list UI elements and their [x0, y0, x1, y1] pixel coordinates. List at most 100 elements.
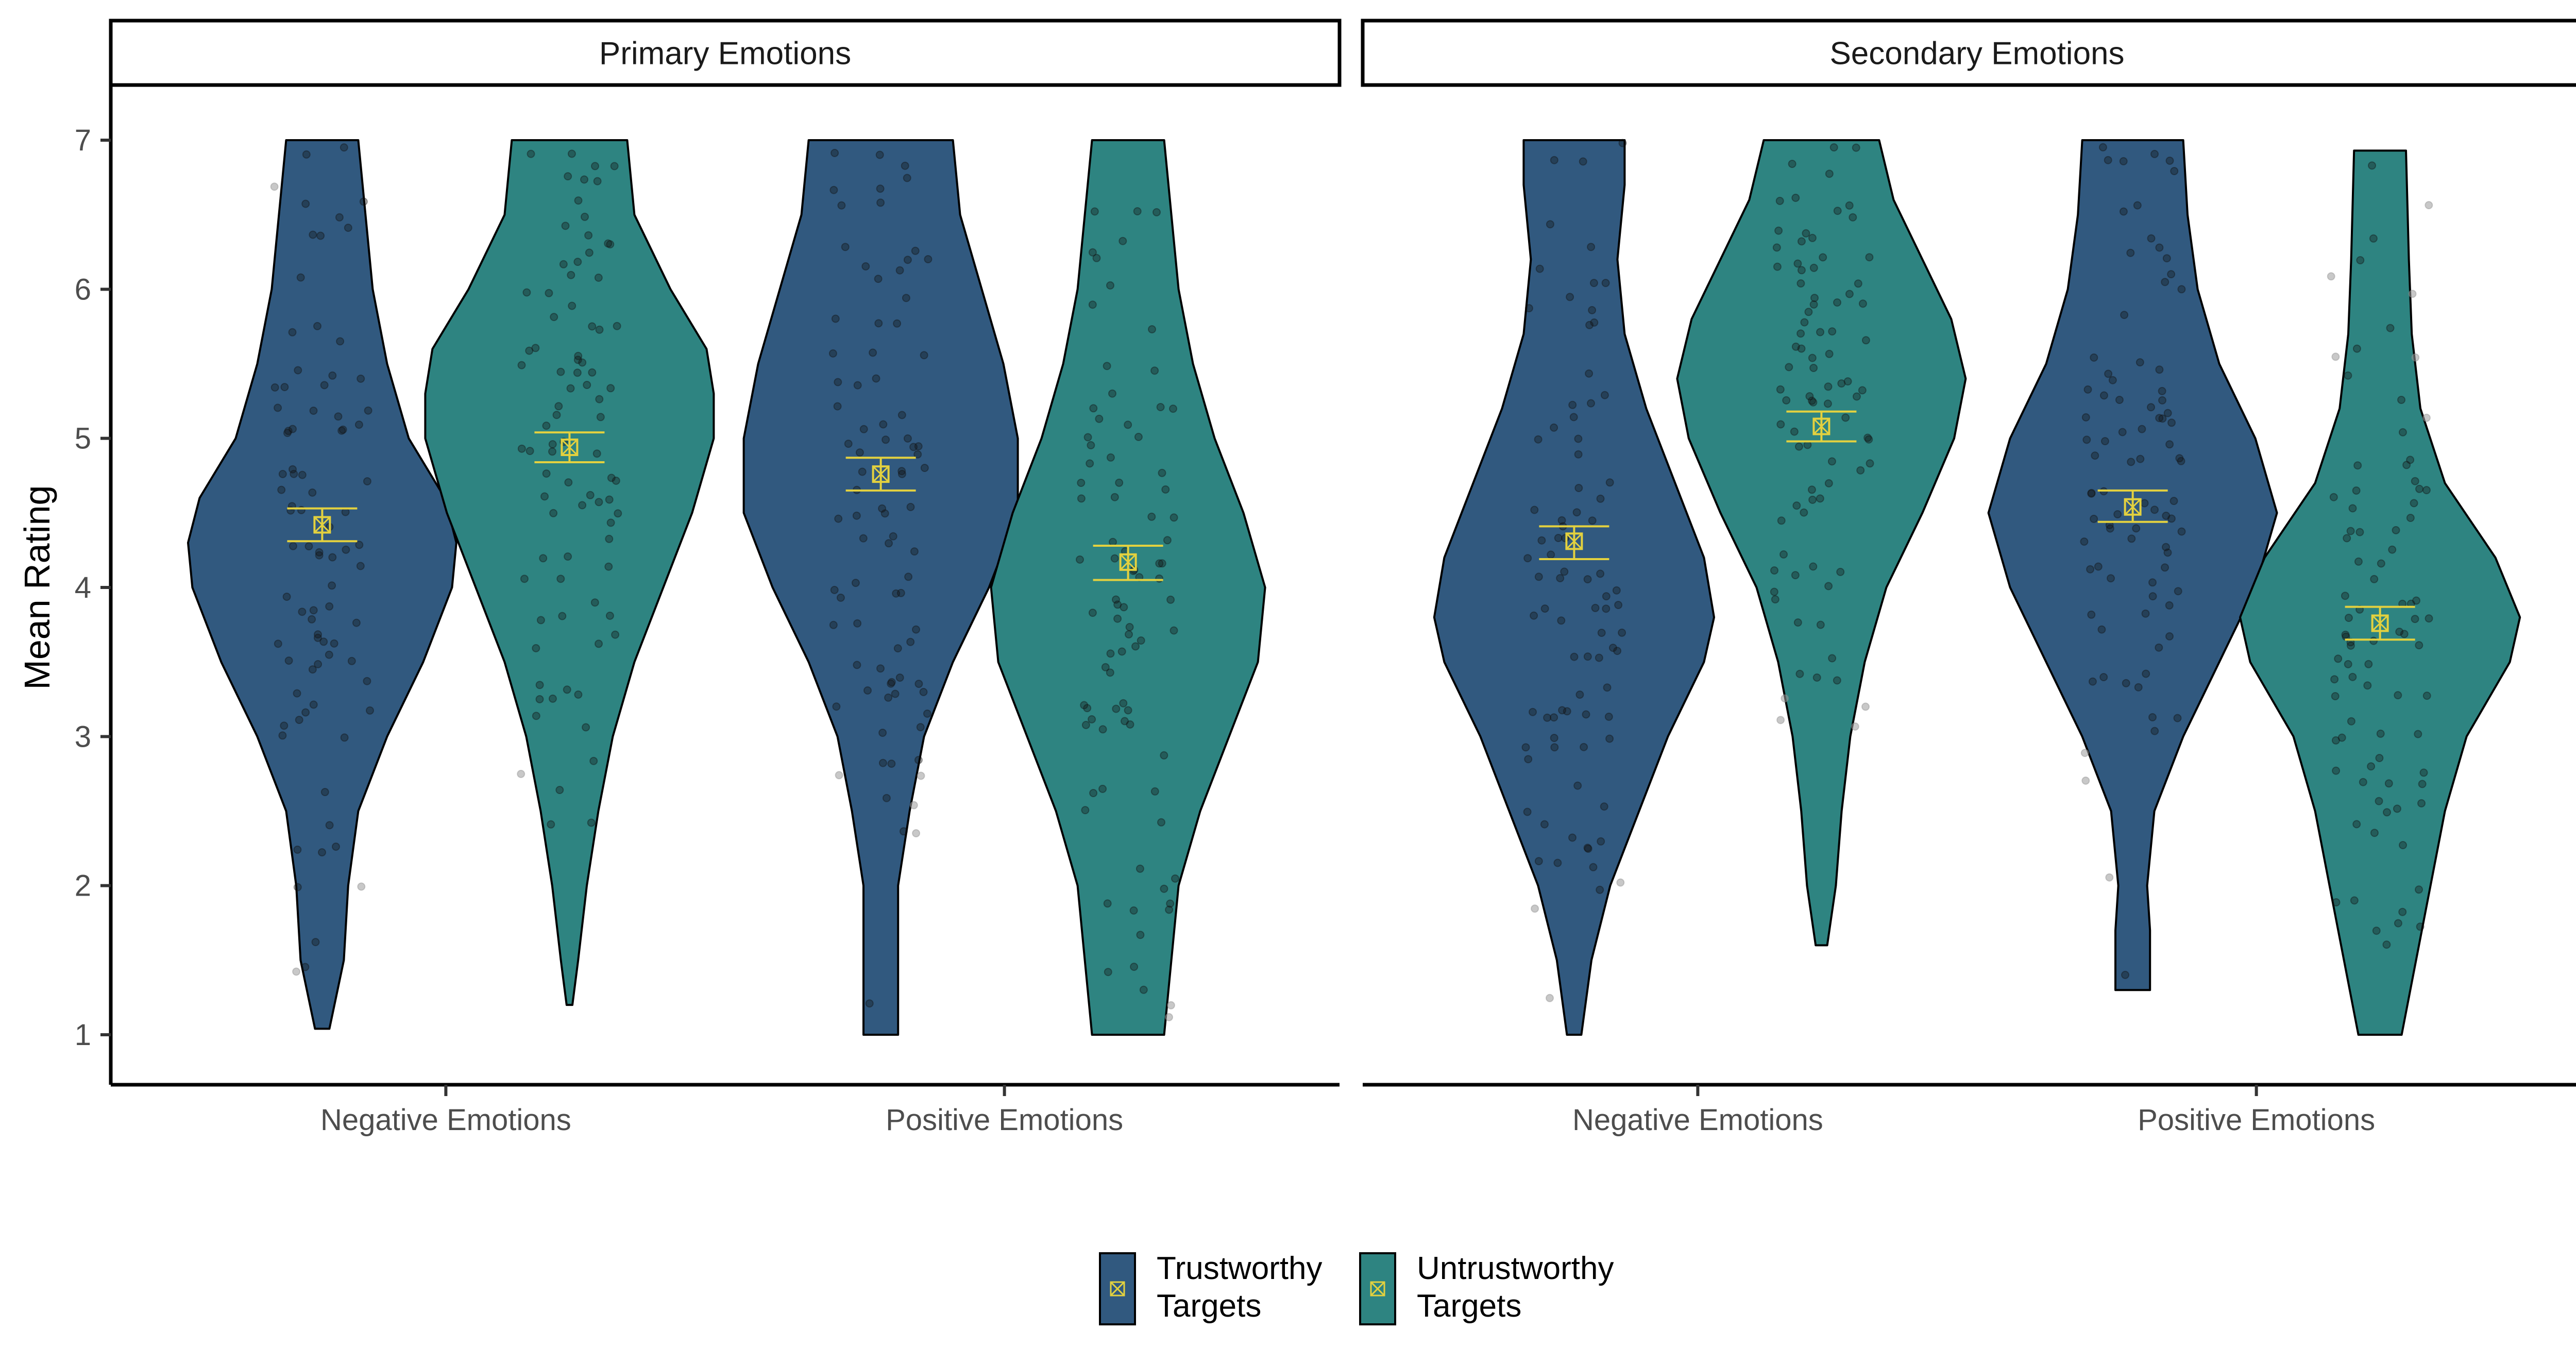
data-point: [2334, 654, 2343, 663]
mean-marker: [561, 439, 579, 457]
data-point: [2141, 609, 2150, 618]
data-point: [1129, 906, 1138, 915]
data-point: [830, 585, 839, 594]
data-point: [314, 630, 322, 639]
data-point: [2402, 461, 2411, 469]
data-point: [1087, 441, 1095, 449]
data-point: [319, 637, 328, 646]
data-point: [1797, 266, 1806, 275]
data-point: [2165, 632, 2174, 641]
data-point: [549, 509, 558, 517]
data-point: [1158, 468, 1166, 477]
data-point: [298, 608, 307, 616]
data-point: [1794, 442, 1803, 451]
data-point: [1849, 213, 1857, 222]
data-point: [270, 383, 279, 392]
data-point: [320, 788, 329, 796]
data-point: [831, 148, 839, 157]
data-point: [2331, 736, 2340, 745]
data-point: [278, 469, 287, 478]
data-point: [295, 716, 303, 724]
data-point: [2161, 278, 2170, 287]
data-point: [581, 212, 589, 221]
data-point: [1803, 441, 1812, 449]
data-point: [2341, 630, 2350, 639]
data-point: [1077, 494, 1086, 503]
data-point: [1618, 628, 1626, 637]
data-point: [917, 771, 925, 780]
data-point: [2104, 369, 2113, 378]
data-point: [2147, 234, 2156, 243]
data-point: [2422, 413, 2431, 422]
data-point: [340, 733, 349, 742]
data-point: [1824, 479, 1833, 487]
data-point: [573, 258, 582, 266]
data-point: [2408, 290, 2417, 298]
data-point: [2081, 413, 2090, 422]
data-point: [1790, 427, 1799, 436]
data-point: [2331, 352, 2340, 361]
data-point: [325, 821, 334, 830]
violin-group: [1987, 139, 2278, 991]
data-point: [1812, 673, 1821, 682]
data-point: [916, 723, 925, 732]
data-point: [2370, 575, 2379, 583]
data-point: [308, 615, 316, 624]
data-point: [1797, 237, 1806, 246]
data-point: [2098, 143, 2107, 152]
data-point: [885, 539, 893, 548]
data-point: [548, 694, 557, 703]
data-point: [1088, 609, 1097, 617]
data-point: [315, 548, 324, 557]
data-point: [1155, 559, 1164, 568]
data-point: [1827, 457, 1836, 466]
data-point: [556, 575, 565, 583]
data-point: [296, 273, 305, 282]
data-point: [1118, 237, 1127, 245]
data-point: [325, 602, 334, 611]
data-point: [284, 657, 293, 665]
data-point: [1797, 344, 1806, 353]
data-point: [2415, 885, 2423, 894]
data-point: [614, 509, 622, 518]
data-point: [573, 368, 582, 377]
data-point: [583, 381, 591, 389]
data-point: [897, 411, 906, 419]
data-point: [2344, 660, 2352, 668]
data-point: [1600, 391, 1609, 399]
data-point: [1797, 279, 1805, 288]
data-point: [1771, 595, 1780, 604]
data-point: [1809, 562, 1818, 571]
data-point: [2330, 675, 2339, 684]
data-point: [1825, 170, 1834, 178]
data-point: [2099, 391, 2108, 400]
data-point: [914, 442, 923, 451]
data-point: [2383, 808, 2391, 817]
data-point: [1550, 734, 1558, 742]
data-point: [884, 693, 893, 702]
data-point: [270, 182, 279, 191]
mean-marker-cross: [2371, 615, 2388, 632]
violin-group: [2239, 149, 2521, 1036]
data-point: [1131, 642, 1140, 651]
data-point: [1795, 669, 1804, 678]
data-point: [875, 150, 884, 159]
data-point: [2126, 248, 2135, 257]
data-point: [564, 172, 572, 181]
data-point: [2091, 451, 2099, 460]
data-point: [289, 425, 297, 433]
data-point: [1809, 364, 1818, 372]
data-point: [1819, 253, 1827, 262]
data-point: [1603, 683, 1612, 692]
data-point: [1809, 263, 1818, 272]
data-point: [315, 551, 324, 560]
data-point: [876, 198, 885, 207]
data-point: [1088, 248, 1097, 257]
data-point: [1770, 566, 1778, 575]
data-point: [1574, 450, 1583, 459]
data-point: [531, 344, 540, 352]
data-point: [610, 162, 619, 171]
data-point: [1866, 459, 1874, 468]
data-point: [1597, 837, 1605, 846]
